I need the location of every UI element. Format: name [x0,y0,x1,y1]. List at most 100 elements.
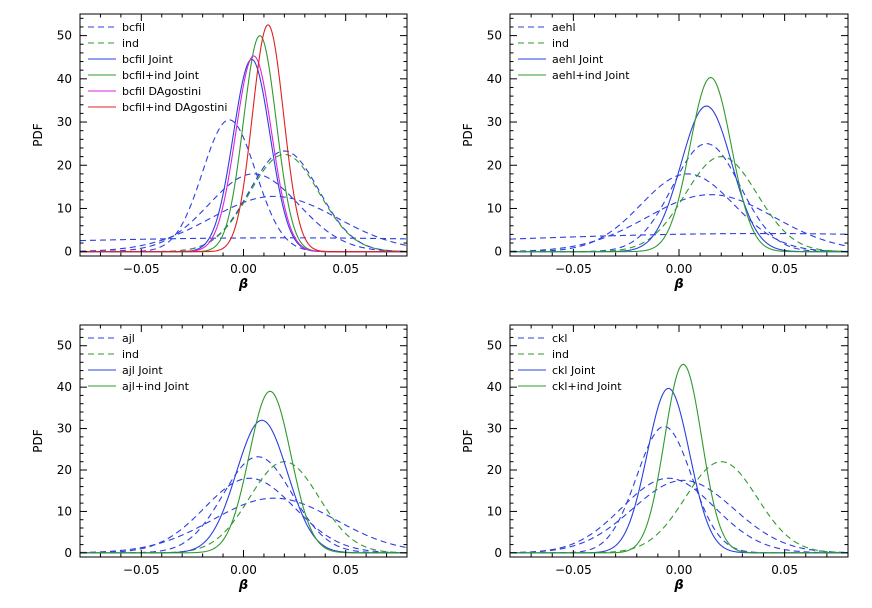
series-line-aehl-1 [510,173,848,253]
legend-label: ckl+ind Joint [552,380,622,393]
legend-label: aehl [552,21,576,34]
legend-label: ind [552,37,569,50]
x-tick-label: 0.00 [666,563,693,577]
series-line-ajl-1 [80,477,407,554]
x-tick-label: 0.00 [230,563,257,577]
y-tick-label: 30 [487,422,502,436]
x-tick-label: −0.05 [123,563,160,577]
x-tick-label: 0.05 [771,563,798,577]
series-line-ajl-joint-4 [80,419,407,554]
y-tick-label: 20 [57,463,72,477]
x-tick-label: −0.05 [555,563,592,577]
legend-label: aehl+ind Joint [552,69,630,82]
legend-label: ind [122,37,139,50]
series-group [510,76,848,253]
y-tick-label: 40 [57,380,72,394]
legend-label: aehl Joint [552,53,604,66]
y-tick-label: 0 [64,245,72,259]
y-axis-label: PDF [461,123,475,146]
x-tick-label: −0.05 [123,262,160,276]
plot-frame [79,13,408,257]
y-tick-label: 30 [487,115,502,129]
legend-label: bcfil Joint [122,53,174,66]
x-tick-label: 0.00 [230,262,257,276]
legend-label: bcfil+ind Joint [122,69,200,82]
x-tick-label: 0.05 [332,262,359,276]
y-tick-label: 40 [57,72,72,86]
y-axis-label: PDF [31,123,45,146]
series-line-bcfil-2 [80,173,407,253]
series-line-ajl-2 [80,497,407,554]
y-tick-label: 40 [487,380,502,394]
chart-panel-top-right: −0.05 0.00 0.05 0 10 20 30 40 50 β PDF aehl ind aehl … [461,13,849,292]
legend: aehl ind aehl Joint aehl+ind Joint [518,21,630,82]
y-axis-label: PDF [461,429,475,452]
legend-label: ajl [122,332,135,345]
y-tick-label: 10 [57,201,72,215]
chart-panel-bottom-right: −0.05 0.00 0.05 0 10 20 30 40 50 β PDF ckl ind ckl Jo… [461,324,849,593]
series-line-ind-3 [80,461,407,554]
legend-label: bcfil DAgostini [122,85,201,98]
y-tick-label: 0 [494,546,502,560]
y-tick-label: 30 [57,115,72,129]
series-line-ckl-joint-4 [510,387,848,554]
series-line-ckl-1 [510,477,848,554]
series-line-aehl-3 [510,232,848,240]
series-line-ckl-ind-joint-5 [510,363,848,554]
series-line-ind-5 [80,153,407,253]
legend-label: bcfil [122,21,145,34]
y-tick-label: 40 [487,72,502,86]
legend-label: ckl Joint [552,364,596,377]
y-tick-label: 30 [57,422,72,436]
y-tick-label: 0 [494,245,502,259]
y-tick-label: 20 [487,158,502,172]
y-tick-label: 10 [487,504,502,518]
x-axis-label: β [238,277,248,292]
series-line-ind-3 [510,461,848,554]
legend-label: ajl Joint [122,364,163,377]
series-line-ckl-0 [510,425,848,554]
legend-label: ind [122,348,139,361]
series-group [80,24,407,253]
chart-panel-bottom-left: −0.05 0.00 0.05 0 10 20 30 40 50 β PDF ajl ind ajl Jo… [31,324,408,593]
series-line-ckl-2 [510,479,848,554]
x-tick-label: 0.00 [666,262,693,276]
x-tick-label: −0.05 [555,262,592,276]
series-line-bcfil-ind-dagostini-9 [80,24,407,253]
y-tick-label: 50 [487,339,502,353]
series-line-bcfil-1 [80,150,407,253]
y-tick-label: 0 [64,546,72,560]
legend-label: bcfil+ind DAgostini [122,101,227,114]
series-group [510,363,848,554]
x-axis-label: β [238,578,248,593]
x-axis-label: β [673,578,683,593]
series-line-bcfil-4 [80,237,407,242]
legend: ckl ind ckl Joint ckl+ind Joint [518,332,622,393]
legend-label: ind [552,348,569,361]
y-tick-label: 10 [57,504,72,518]
y-axis-label: PDF [31,429,45,452]
series-line-ajl-ind-joint-5 [80,390,407,554]
y-tick-label: 50 [57,339,72,353]
x-axis-label: β [673,277,683,292]
y-tick-label: 20 [487,463,502,477]
chart-panel-top-left: −0.05 0.00 0.0501020304050βPDFbcfilindbcfi… [31,13,408,292]
plot-frame [509,13,849,257]
x-tick-label: 0.05 [771,262,798,276]
series-line-aehl-ind-joint-6 [510,76,848,253]
legend-label: ajl+ind Joint [122,380,190,393]
series-group [80,390,407,554]
series-line-ind-4 [510,156,848,253]
legend: bcfil ind bcfil Joint bcfil+ind Joint bcfil … [88,21,227,114]
y-tick-label: 20 [57,158,72,172]
y-tick-label: 50 [57,29,72,43]
legend-label: ckl [552,332,567,345]
y-tick-label: 10 [487,201,502,215]
x-tick-label: 0.05 [332,563,359,577]
series-line-bcfil-3 [80,195,407,252]
series-line-aehl-2 [510,194,848,252]
y-tick-label: 50 [487,29,502,43]
legend: ajl ind ajl Joint ajl+ind Joint [88,332,190,393]
